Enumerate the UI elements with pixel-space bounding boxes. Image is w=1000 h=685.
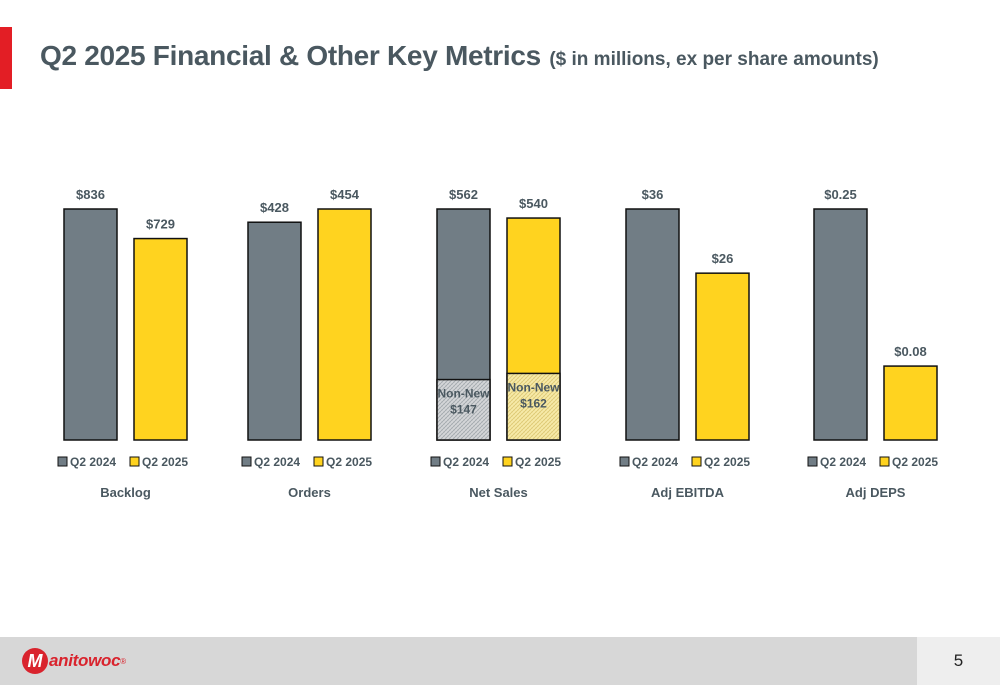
backlog-legend-swatch-1: [57, 456, 68, 467]
adj-deps-chart-title: Adj DEPS: [846, 485, 906, 500]
adj-deps-legend-label-2: Q2 2025: [892, 455, 938, 469]
adj-ebitda-value-label-1: $36: [642, 187, 664, 202]
adj-ebitda-bar-2: [695, 272, 750, 441]
net-sales-legend-label-2: Q2 2025: [515, 455, 561, 469]
backlog-legend-swatch-2: [129, 456, 140, 467]
adj-deps-legend-label-1: Q2 2024: [820, 455, 866, 469]
adj-ebitda-bar-1: [625, 208, 680, 441]
backlog-bar-2: [133, 237, 188, 441]
adj-ebitda-value-label-2: $26: [712, 251, 734, 266]
net-sales-chart-title: Net Sales: [469, 485, 528, 500]
adj-deps-value-label-1: $0.25: [824, 187, 857, 202]
orders-legend-label-2: Q2 2025: [326, 455, 372, 469]
adj-deps-bar-2: [883, 365, 938, 441]
net-sales-segment-value-2: $162: [520, 396, 547, 410]
backlog-legend-label-1: Q2 2024: [70, 455, 116, 469]
adj-ebitda-legend-swatch-1: [619, 456, 630, 467]
backlog-value-label-2: $729: [146, 217, 175, 232]
page-title: Q2 2025 Financial & Other Key Metrics ($…: [40, 40, 879, 72]
logo-wordmark: anitowoc: [49, 651, 121, 670]
net-sales-segment-label-2: Non-New: [508, 380, 561, 394]
orders-legend-swatch-2: [313, 456, 324, 467]
orders-bar-2: [317, 208, 372, 441]
adj-ebitda-legend-swatch-2: [691, 456, 702, 467]
title-accent-bar: [0, 27, 12, 89]
adj-ebitda-chart-title: Adj EBITDA: [651, 485, 725, 500]
logo-mark: M: [22, 648, 48, 674]
backlog-legend-label-2: Q2 2025: [142, 455, 188, 469]
net-sales-legend-swatch-1: [430, 456, 441, 467]
backlog-value-label-1: $836: [76, 187, 105, 202]
net-sales-segment-1: [436, 378, 491, 441]
net-sales-segment-2: [506, 372, 561, 441]
adj-deps-value-label-2: $0.08: [894, 344, 927, 359]
net-sales-value-label-1: $562: [449, 187, 478, 202]
orders-bar-1: [247, 221, 302, 441]
backlog-chart-title: Backlog: [100, 485, 151, 500]
orders-value-label-1: $428: [260, 200, 289, 215]
page-number-box: [917, 637, 1000, 685]
orders-legend-swatch-1: [241, 456, 252, 467]
adj-ebitda-legend-label-1: Q2 2024: [632, 455, 678, 469]
logo-registered: ®: [120, 656, 127, 666]
adj-ebitda-legend-label-2: Q2 2025: [704, 455, 750, 469]
adj-deps-legend-swatch-1: [807, 456, 818, 467]
net-sales-legend-swatch-2: [502, 456, 513, 467]
metrics-charts: $836 $729 Q2 2024 Q2 2025 Backlog $428 $454 Q2 …: [57, 187, 938, 500]
net-sales-segment-value-1: $147: [450, 403, 477, 417]
orders-legend-label-1: Q2 2024: [254, 455, 300, 469]
title-main: Q2 2025 Financial & Other Key Metrics: [40, 40, 541, 71]
footer: M anitowoc ® 5: [0, 637, 1000, 685]
title-subtitle: ($ in millions, ex per share amounts): [549, 49, 879, 70]
page-number: 5: [953, 651, 964, 670]
net-sales-segment-label-1: Non-New: [438, 387, 491, 401]
net-sales-legend-label-1: Q2 2024: [443, 455, 489, 469]
company-logo: M anitowoc ®: [22, 647, 126, 675]
orders-value-label-2: $454: [330, 187, 360, 202]
backlog-bar-1: [63, 208, 118, 441]
net-sales-value-label-2: $540: [519, 196, 548, 211]
adj-deps-legend-swatch-2: [879, 456, 890, 467]
orders-chart-title: Orders: [288, 485, 331, 500]
adj-deps-bar-1: [813, 208, 868, 441]
